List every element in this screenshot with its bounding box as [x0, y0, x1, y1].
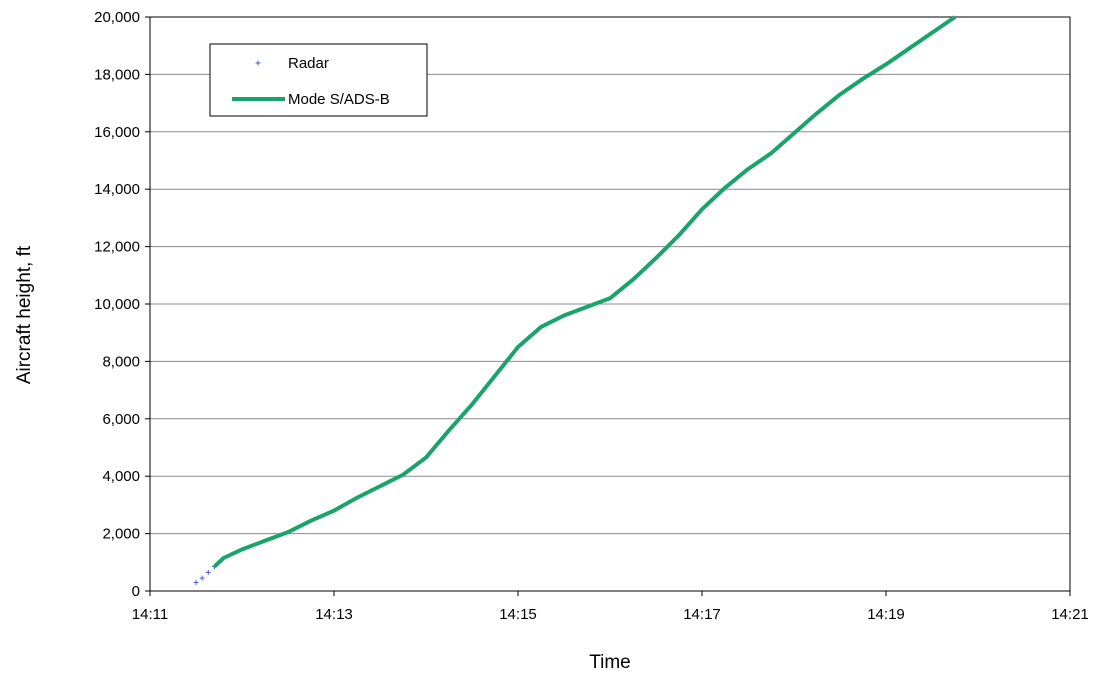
y-tick-label: 14,000	[94, 181, 140, 198]
x-axis-title: Time	[589, 652, 631, 673]
series-line-mode-s-ads-b	[213, 15, 957, 569]
series-point-radar	[193, 579, 199, 585]
series-point-radar	[199, 575, 205, 581]
y-tick-label: 6,000	[102, 411, 140, 428]
y-axis-title: Aircraft height, ft	[14, 245, 35, 384]
y-tick-label: 4,000	[102, 468, 140, 485]
y-tick-label: 20,000	[94, 9, 140, 26]
x-tick-label: 14:17	[683, 606, 721, 623]
series-layer	[193, 15, 957, 585]
y-tick-label: 8,000	[102, 353, 140, 370]
y-axis-ticks: 0 2,000 4,000 6,000 8,000 10,000 12,000 14,000 1…	[94, 9, 150, 600]
y-tick-label: 16,000	[94, 124, 140, 141]
y-tick-label: 18,000	[94, 66, 140, 83]
y-tick-label: 2,000	[102, 526, 140, 543]
legend: Radar Mode S/ADS-B	[209, 43, 428, 117]
x-tick-label: 14:11	[132, 606, 168, 623]
x-tick-label: 14:21	[1051, 606, 1089, 623]
legend-label-radar: Radar	[288, 55, 329, 72]
x-tick-label: 14:13	[315, 606, 353, 623]
legend-label-mode-s-ads-b: Mode S/ADS-B	[288, 91, 390, 108]
legend-swatch-radar	[255, 60, 261, 66]
legend-box	[209, 43, 428, 117]
y-tick-label: 12,000	[94, 239, 140, 256]
x-axis-ticks: 14:11 14:13 14:15 14:17 14:19 14:21	[132, 591, 1089, 623]
x-tick-label: 14:15	[499, 606, 537, 623]
x-tick-label: 14:19	[867, 606, 905, 623]
y-tick-label: 0	[132, 583, 140, 600]
series-point-radar	[205, 569, 211, 575]
legend-marker-radar	[255, 60, 261, 66]
y-tick-label: 10,000	[94, 296, 140, 313]
grid-lines	[150, 73, 1070, 535]
legend-entry-radar: Radar	[255, 55, 329, 72]
legend-entry-mode-s-ads-b: Mode S/ADS-B	[232, 91, 390, 108]
